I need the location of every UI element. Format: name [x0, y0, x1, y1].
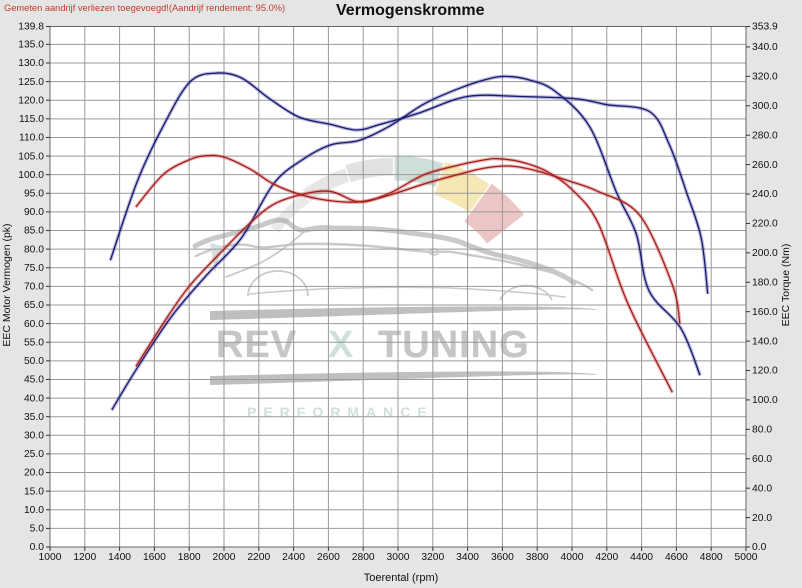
svg-text:1800: 1800 — [178, 552, 201, 563]
svg-text:120.0: 120.0 — [752, 366, 778, 377]
svg-text:5.0: 5.0 — [30, 524, 45, 535]
svg-text:1200: 1200 — [73, 552, 96, 563]
svg-text:3000: 3000 — [387, 552, 410, 563]
svg-text:TUNING: TUNING — [378, 324, 530, 366]
svg-text:1600: 1600 — [143, 552, 166, 563]
svg-text:115.0: 115.0 — [19, 114, 44, 125]
svg-text:15.0: 15.0 — [24, 486, 44, 497]
svg-text:95.0: 95.0 — [24, 189, 44, 200]
svg-text:105.0: 105.0 — [18, 151, 44, 162]
svg-text:70.0: 70.0 — [24, 282, 44, 293]
svg-text:80.0: 80.0 — [24, 244, 44, 255]
svg-text:85.0: 85.0 — [24, 226, 44, 237]
svg-text:130.0: 130.0 — [18, 58, 44, 69]
svg-text:139.8: 139.8 — [18, 22, 44, 33]
svg-text:340.0: 340.0 — [752, 42, 778, 53]
svg-text:100.0: 100.0 — [752, 395, 778, 406]
svg-text:X: X — [328, 324, 354, 366]
svg-text:10.0: 10.0 — [24, 505, 44, 516]
svg-text:60.0: 60.0 — [752, 454, 772, 465]
svg-text:200.0: 200.0 — [752, 248, 778, 259]
svg-text:60.0: 60.0 — [24, 319, 44, 330]
svg-text:280.0: 280.0 — [752, 130, 778, 141]
svg-text:35.0: 35.0 — [24, 412, 44, 423]
svg-text:320.0: 320.0 — [752, 72, 778, 83]
svg-text:353.9: 353.9 — [752, 22, 778, 33]
svg-text:55.0: 55.0 — [24, 337, 44, 348]
svg-text:2000: 2000 — [213, 552, 236, 563]
svg-text:40.0: 40.0 — [752, 483, 772, 494]
svg-text:4600: 4600 — [665, 552, 688, 563]
svg-text:4000: 4000 — [561, 552, 584, 563]
svg-text:1400: 1400 — [108, 552, 131, 563]
svg-text:1000: 1000 — [39, 552, 62, 563]
svg-text:3200: 3200 — [421, 552, 444, 563]
svg-text:REV: REV — [216, 324, 297, 366]
svg-text:75.0: 75.0 — [24, 263, 44, 274]
svg-text:3600: 3600 — [491, 552, 514, 563]
svg-text:300.0: 300.0 — [752, 101, 778, 112]
svg-text:2600: 2600 — [317, 552, 340, 563]
svg-text:135.0: 135.0 — [18, 40, 44, 51]
svg-text:20.0: 20.0 — [752, 513, 772, 524]
svg-text:2200: 2200 — [247, 552, 270, 563]
svg-text:5000: 5000 — [735, 552, 758, 563]
svg-text:65.0: 65.0 — [24, 300, 44, 311]
svg-text:PERFORMANCE: PERFORMANCE — [247, 404, 434, 420]
svg-text:2400: 2400 — [282, 552, 305, 563]
svg-text:50.0: 50.0 — [24, 356, 44, 367]
svg-text:180.0: 180.0 — [752, 277, 778, 288]
svg-text:120.0: 120.0 — [18, 95, 44, 106]
svg-text:45.0: 45.0 — [24, 375, 44, 386]
svg-text:80.0: 80.0 — [752, 425, 772, 436]
svg-text:4400: 4400 — [630, 552, 653, 563]
svg-text:125.0: 125.0 — [18, 77, 44, 88]
svg-text:160.0: 160.0 — [752, 307, 778, 318]
svg-text:240.0: 240.0 — [752, 189, 778, 200]
svg-text:20.0: 20.0 — [24, 468, 44, 479]
svg-text:25.0: 25.0 — [24, 449, 44, 460]
svg-text:110.0: 110.0 — [19, 133, 44, 144]
svg-text:30.0: 30.0 — [24, 431, 44, 442]
svg-text:140.0: 140.0 — [752, 336, 778, 347]
svg-text:3400: 3400 — [456, 552, 479, 563]
svg-text:3800: 3800 — [526, 552, 549, 563]
svg-text:100.0: 100.0 — [18, 170, 44, 181]
svg-text:4800: 4800 — [700, 552, 723, 563]
svg-text:220.0: 220.0 — [752, 219, 778, 230]
svg-text:90.0: 90.0 — [24, 207, 44, 218]
svg-text:260.0: 260.0 — [752, 160, 778, 171]
svg-text:2800: 2800 — [352, 552, 375, 563]
svg-text:4200: 4200 — [595, 552, 618, 563]
svg-text:40.0: 40.0 — [24, 393, 44, 404]
